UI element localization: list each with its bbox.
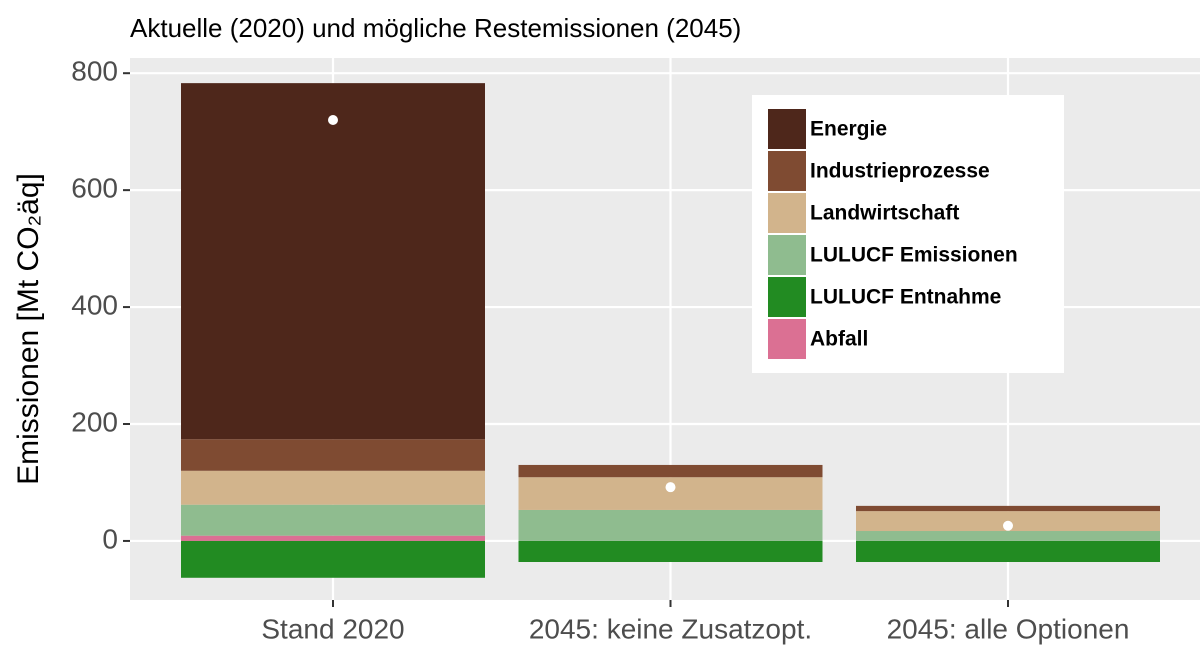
legend-key xyxy=(768,151,806,191)
total-dot xyxy=(1003,520,1013,531)
legend-key xyxy=(768,109,806,149)
legend-label: Industrieprozesse xyxy=(810,160,990,183)
legend-label: Abfall xyxy=(810,328,868,351)
y-axis-label: Emissionen [Mt CO₂äq] xyxy=(12,173,45,485)
x-tick-label: 2045: alle Optionen xyxy=(887,613,1130,644)
y-tick-label: 400 xyxy=(71,289,118,320)
bar-segment xyxy=(181,535,485,541)
legend-key xyxy=(768,193,806,233)
bar-segment xyxy=(181,504,485,536)
legend-label: LULUCF Emissionen xyxy=(810,244,1018,267)
bar-segment xyxy=(518,477,823,510)
bar-segment xyxy=(856,531,1160,541)
bar-segment xyxy=(518,540,823,562)
chart-title: Aktuelle (2020) und mögliche Restemissio… xyxy=(130,13,741,43)
bar-segment xyxy=(856,505,1160,512)
legend-label: Energie xyxy=(810,118,887,141)
legend-key xyxy=(768,235,806,275)
y-tick-label: 600 xyxy=(71,173,118,204)
bar-segment xyxy=(856,540,1160,562)
bar-segment xyxy=(181,439,485,471)
x-tick-label: Stand 2020 xyxy=(261,613,404,644)
legend-key xyxy=(768,319,806,359)
y-tick-label: 200 xyxy=(71,406,118,437)
bar-segment xyxy=(518,464,823,478)
bar-segment xyxy=(518,509,823,541)
legend-label: Landwirtschaft xyxy=(810,202,959,225)
bar-segment xyxy=(181,83,485,440)
y-tick-label: 0 xyxy=(102,523,118,554)
x-tick-label: 2045: keine Zusatzopt. xyxy=(529,613,812,644)
total-dot xyxy=(665,482,676,493)
legend-key xyxy=(768,277,806,317)
total-dot xyxy=(328,114,338,125)
bar-segment xyxy=(181,470,485,505)
legend-label: LULUCF Entnahme xyxy=(810,286,1001,309)
bar-segment xyxy=(181,540,485,578)
y-tick-label: 800 xyxy=(71,56,118,87)
